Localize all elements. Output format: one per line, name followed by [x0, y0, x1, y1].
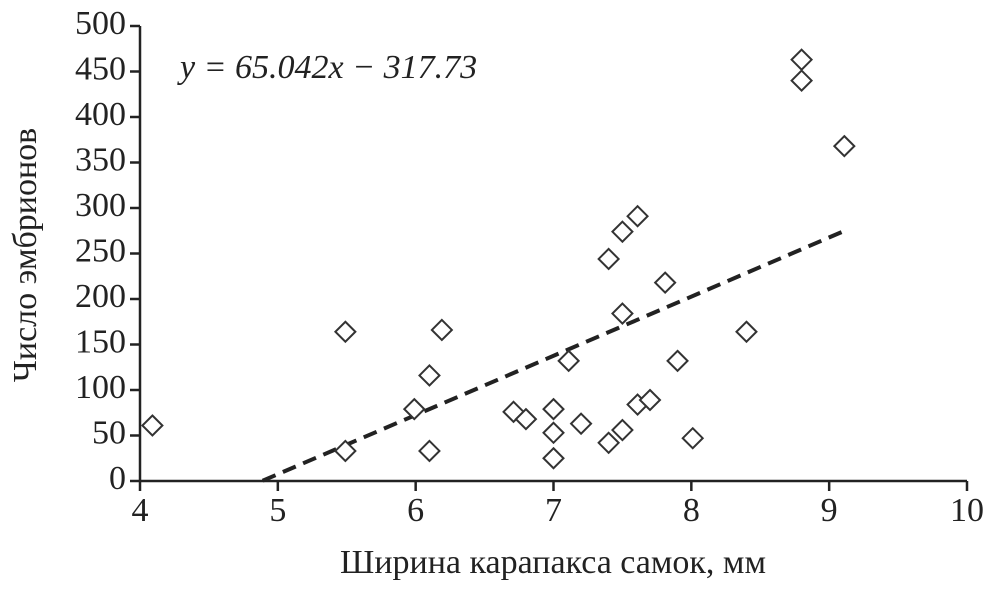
x-tick-label: 9: [821, 492, 838, 529]
point: [611, 302, 634, 325]
point: [735, 320, 758, 344]
point: [653, 271, 677, 295]
point: [790, 48, 814, 72]
point: [611, 418, 634, 442]
point: [626, 204, 649, 228]
y-tick-label: 50: [92, 414, 126, 451]
y-tick-label: 450: [75, 50, 126, 87]
point: [333, 439, 357, 463]
point: [402, 397, 426, 421]
point: [430, 318, 454, 342]
y-tick-label: 250: [75, 232, 126, 269]
point: [542, 446, 565, 470]
x-tick-label: 7: [545, 492, 562, 529]
point: [790, 69, 814, 93]
y-tick-label: 100: [75, 369, 126, 406]
y-axis-label: Число эмбрионов: [7, 128, 44, 382]
point: [832, 134, 856, 158]
x-tick-label: 6: [407, 492, 424, 529]
point: [597, 431, 621, 455]
y-tick-label: 300: [75, 187, 126, 224]
x-axis-label: Ширина карапакса самок, мм: [340, 544, 766, 581]
point: [569, 412, 593, 436]
point: [638, 388, 662, 412]
point: [418, 364, 441, 387]
point: [542, 421, 565, 445]
x-tick-label: 10: [950, 492, 984, 529]
y-tick-label: 350: [75, 141, 126, 178]
equation: y = 65.042x − 317.73: [177, 49, 477, 86]
y-tick-label: 500: [75, 5, 126, 42]
y-tick-label: 0: [109, 460, 126, 497]
y-tick-label: 200: [75, 278, 126, 315]
y-tick-label: 150: [75, 323, 126, 360]
point: [681, 426, 705, 450]
point: [597, 247, 621, 271]
x-tick-label: 4: [132, 492, 149, 529]
x-tick-label: 8: [683, 492, 700, 529]
point: [611, 220, 634, 244]
point: [333, 320, 357, 344]
y-tick-label: 400: [75, 96, 126, 133]
x-tick-label: 5: [269, 492, 286, 529]
point: [542, 397, 565, 421]
point: [418, 439, 441, 463]
point: [140, 414, 164, 437]
point: [557, 349, 581, 373]
point: [514, 407, 538, 431]
point: [666, 349, 689, 373]
trend-line: [261, 229, 844, 483]
